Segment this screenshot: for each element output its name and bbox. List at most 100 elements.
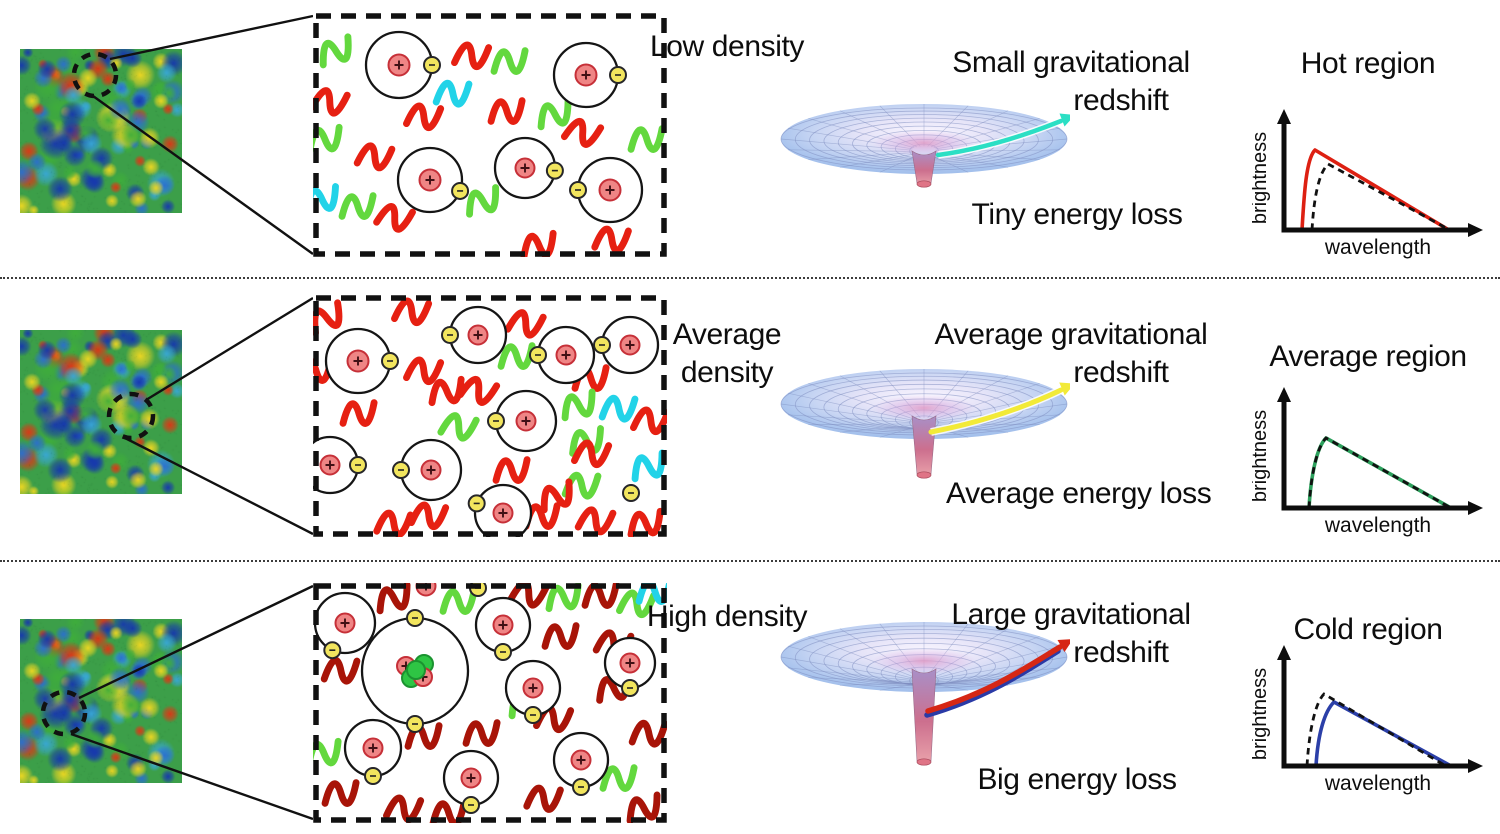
reference-spectrum-curve [1305,692,1447,768]
plus-sign [425,175,435,185]
photon-squiggle [383,794,425,823]
atom [441,305,508,365]
gravitational-redshift-label: Average gravitational redshift [930,316,1212,392]
plus-sign [368,743,378,753]
photon-squiggle [560,117,605,148]
x-axis-label: wavelength [1324,514,1431,537]
photon-squiggle [451,41,493,70]
photon-squiggle [313,299,343,337]
photon-squiggle [466,184,500,218]
photon-squiggle [376,583,411,615]
observed-spectrum-curve [1314,700,1452,768]
density-label: Low density [649,30,805,63]
photon-squiggle [626,791,661,823]
photon-squiggle [581,583,620,609]
photon-squiggle [437,412,480,442]
photon-squiggle [403,356,445,385]
energy-loss-label: Average energy loss [946,477,1212,510]
spectrum-plot: brightness wavelength [1252,109,1483,259]
x-axis-arrowhead [1468,501,1483,515]
photon-squiggle [497,342,536,370]
photon-squiggle [373,509,414,537]
dashed-zoom-border [313,583,667,823]
photon-squiggle [545,583,582,613]
photon-squiggle [339,399,378,427]
escaping-photon-arrow [925,644,1063,714]
y-axis-arrowhead [1277,645,1291,660]
atom [529,325,596,385]
atom [504,659,562,724]
plus-sign [521,416,531,426]
cmb-map-thumbnail [20,330,182,494]
photon-squiggle [456,375,501,406]
nucleus [406,660,426,680]
spectrum-plot: brightness wavelength [1252,645,1483,795]
plus-sign [625,340,635,350]
photon-squiggle [571,439,613,468]
plus-sign [466,773,476,783]
photon-squiggle [520,229,557,257]
x-axis-label: wavelength [1324,772,1431,795]
gravitational-redshift-label: Large gravitational redshift [930,596,1212,672]
plus-sign [426,465,436,475]
photon-squiggle [631,449,666,483]
gravity-well-diagram [780,104,1070,188]
photon-squiggle [313,356,335,384]
atom [569,156,644,224]
photon-squiggle [523,784,564,813]
gravitational-redshift-label: Small gravitational redshift [930,44,1212,120]
photon-squiggle [320,657,361,685]
atom [324,327,399,395]
dashed-zoom-border [313,295,667,537]
observed-spectrum-curve [1307,436,1452,510]
plus-sign [625,658,635,668]
y-axis-arrowhead [1277,387,1291,402]
photon-squiggle [439,587,478,615]
photon-squiggle [408,501,450,530]
atom [552,731,610,796]
photon-squiggle [319,33,352,69]
photon-squiggle [432,80,473,108]
dashed-zoom-border [313,13,667,257]
energy-loss-label: Tiny energy loss [971,198,1183,231]
atom [493,136,564,200]
arrowhead [1057,639,1070,653]
photon-squiggle [574,506,617,536]
free-electron [622,484,640,502]
photon-squiggle [561,388,596,422]
plus-sign [353,356,363,366]
atom [487,389,558,453]
zoomed-matter-box [313,583,667,823]
photon-squiggle [353,142,396,172]
atom [603,636,657,697]
photon-squiggle [313,183,339,215]
photon-squiggle [537,97,572,131]
x-axis-arrowhead [1468,223,1483,237]
plus-sign [340,618,350,628]
gravitational-redshift-line1: Average gravitational [934,318,1208,351]
photon-squiggle [492,456,531,484]
photon-squiggle [373,203,416,233]
atom [593,315,660,375]
atom [396,146,470,214]
well-neck [911,415,937,478]
plus-sign [605,185,615,195]
plus-sign [581,70,591,80]
density-label: High density [646,600,808,633]
well-neck [911,668,937,765]
photon-squiggle [591,225,632,254]
gravity-well-diagram [780,622,1070,766]
photon-squiggle [313,87,351,117]
zoomed-matter-box [313,13,667,257]
atom [313,591,377,660]
x-axis-arrowhead [1468,759,1483,773]
photon-squiggle [338,192,377,220]
energy-loss-label: Big energy loss [977,763,1177,796]
plus-sign [561,350,571,360]
plus-sign [325,460,335,470]
arrowhead [1059,113,1070,127]
photon-squiggle [627,507,664,537]
row-separator [0,277,1500,279]
cmb-map-thumbnail [20,49,182,213]
